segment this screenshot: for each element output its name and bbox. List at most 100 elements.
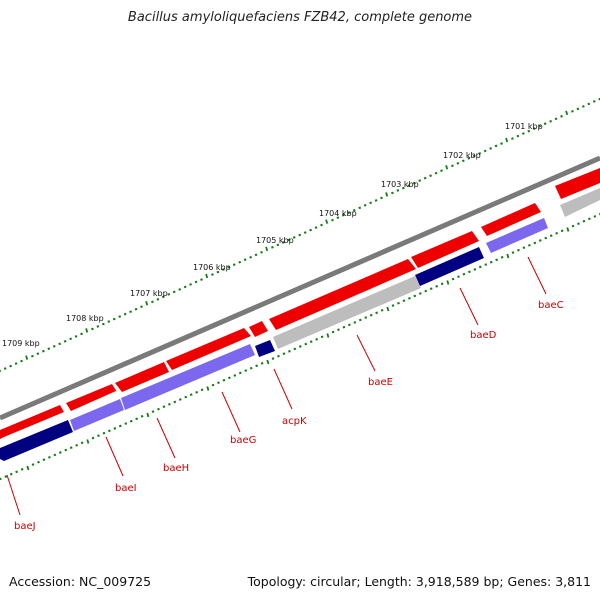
minor-tick	[162, 405, 166, 409]
minor-tick	[9, 364, 12, 368]
minor-tick	[451, 277, 455, 281]
major-tick	[566, 227, 570, 232]
minor-tick	[156, 297, 160, 301]
scale-label: 1701 kbp	[505, 122, 543, 131]
minor-tick	[341, 213, 345, 217]
reverse-gene-arrow	[560, 188, 600, 217]
minor-tick	[489, 260, 493, 264]
minor-tick	[571, 110, 574, 113]
forward-gene-track	[0, 168, 600, 439]
minor-tick	[363, 204, 367, 207]
major-tick	[86, 439, 90, 444]
minor-tick	[298, 345, 302, 348]
minor-tick	[424, 289, 428, 293]
major-tick	[325, 219, 329, 224]
minor-tick	[14, 362, 18, 365]
minor-tick	[592, 100, 596, 103]
minor-tick	[129, 310, 132, 313]
scale-labels: 1709 kbp 1708 kbp 1707 kbp 1706 kbp 1705 kbp…	[2, 122, 543, 348]
major-tick	[565, 110, 569, 116]
minor-tick	[200, 388, 204, 392]
minor-tick	[189, 393, 193, 396]
minor-tick	[118, 424, 122, 428]
minor-tick	[277, 354, 280, 358]
minor-tick	[244, 369, 248, 372]
accession-label: Accession: NC_009725	[9, 574, 152, 589]
minor-tick	[554, 117, 558, 121]
minor-tick	[53, 453, 57, 457]
major-tick	[445, 164, 449, 170]
minor-tick	[200, 278, 203, 281]
gene-leader-line	[356, 334, 376, 372]
minor-tick	[581, 105, 585, 108]
major-tick	[26, 465, 30, 471]
reverse-gene-track	[0, 188, 600, 461]
major-tick	[386, 306, 390, 312]
major-tick	[205, 273, 209, 279]
minor-tick	[478, 152, 482, 155]
gene-leader-line	[156, 417, 176, 459]
minor-tick	[593, 215, 597, 218]
minor-tick	[407, 184, 411, 187]
minor-tick	[429, 287, 433, 290]
scale-label: 1707 kbp	[130, 289, 168, 298]
minor-tick	[211, 273, 214, 276]
scale-label: 1705 kbp	[256, 236, 294, 245]
minor-tick	[0, 477, 2, 481]
minor-tick	[15, 470, 19, 474]
minor-tick	[112, 317, 116, 321]
minor-tick	[9, 472, 13, 476]
minor-tick	[271, 357, 275, 360]
reverse-gene-arrow	[255, 340, 275, 357]
minor-tick	[304, 342, 308, 346]
minor-tick	[249, 255, 252, 259]
minor-tick	[408, 297, 411, 300]
minor-tick	[320, 223, 323, 227]
minor-tick	[418, 292, 422, 295]
major-tick	[506, 253, 510, 259]
minor-tick	[101, 322, 105, 326]
minor-tick	[369, 201, 372, 205]
major-tick	[505, 137, 509, 143]
minor-tick	[20, 468, 24, 471]
minor-tick	[391, 304, 395, 307]
minor-tick	[538, 124, 542, 128]
minor-tick	[288, 350, 291, 353]
minor-tick	[544, 236, 548, 240]
minor-tick	[495, 258, 499, 262]
scale-label: 1702 kbp	[443, 151, 481, 160]
scale-label: 1704 kbp	[319, 209, 357, 218]
minor-tick	[315, 337, 319, 341]
forward-gene-arrow	[166, 328, 251, 370]
major-tick	[265, 246, 269, 252]
minor-tick	[260, 250, 263, 254]
minor-tick	[118, 315, 122, 318]
gene-label-baeH: baeH	[163, 463, 189, 474]
minor-tick	[173, 400, 177, 404]
minor-tick	[517, 248, 520, 252]
minor-tick	[582, 219, 586, 223]
minor-tick	[183, 285, 187, 289]
minor-tick	[48, 456, 51, 459]
minor-tick	[52, 344, 56, 348]
minor-tick	[303, 231, 307, 234]
minor-tick	[314, 226, 318, 229]
minor-tick	[31, 354, 34, 358]
minor-tick	[358, 318, 362, 322]
minor-tick	[434, 171, 438, 175]
minor-tick	[336, 216, 340, 220]
major-tick	[145, 300, 149, 306]
minor-tick	[64, 448, 68, 452]
minor-tick	[478, 265, 482, 269]
minor-tick	[440, 282, 444, 286]
minor-tick	[456, 161, 460, 165]
minor-tick	[396, 189, 400, 192]
minor-tick	[337, 328, 340, 331]
minor-tick	[516, 134, 520, 138]
major-tick	[266, 359, 270, 365]
minor-tick	[521, 132, 525, 135]
minor-tick	[41, 349, 45, 353]
gene-labels: baeJ baeI baeH baeG acpK baeE baeD baeC	[6, 256, 564, 532]
reverse-gene-arrow	[121, 344, 255, 410]
